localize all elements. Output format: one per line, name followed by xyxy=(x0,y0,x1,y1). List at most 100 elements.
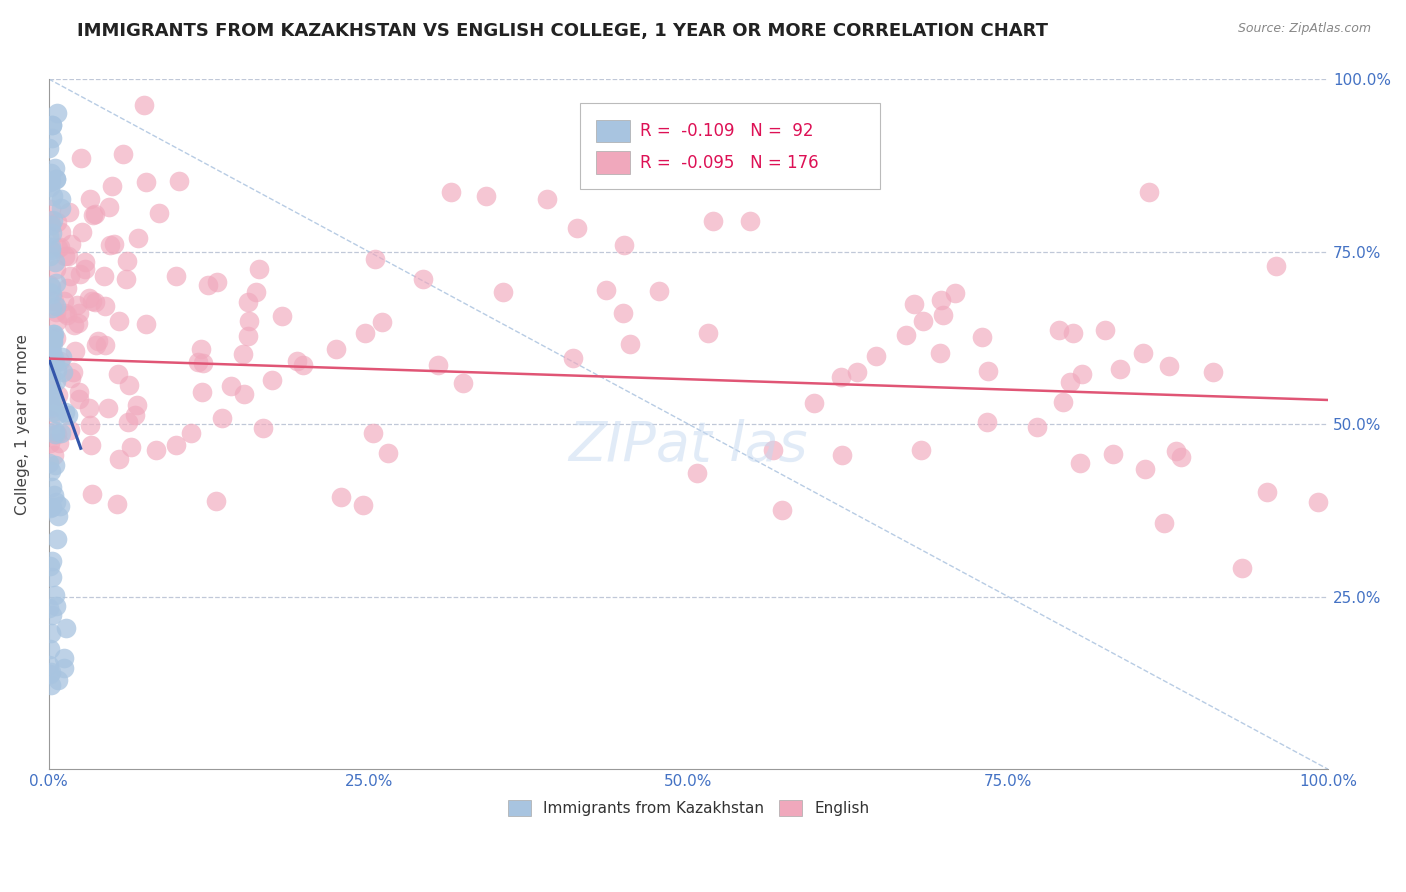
Point xyxy=(702,214,724,228)
Point xyxy=(62,318,84,332)
Point xyxy=(44,458,66,472)
Point xyxy=(232,347,254,361)
Point xyxy=(135,175,157,189)
Point xyxy=(1102,447,1125,461)
Text: R =  -0.109   N =  92: R = -0.109 N = 92 xyxy=(640,122,813,140)
Point xyxy=(41,329,63,343)
Point xyxy=(77,292,100,306)
Point xyxy=(285,354,308,368)
Point xyxy=(70,225,93,239)
Point xyxy=(453,376,475,390)
Point xyxy=(77,401,100,415)
Point xyxy=(1201,365,1223,379)
Point xyxy=(46,362,69,376)
Point xyxy=(46,313,69,327)
Point xyxy=(45,261,67,276)
Point xyxy=(41,326,63,341)
Point xyxy=(39,559,62,574)
Point xyxy=(1132,345,1154,359)
Point xyxy=(38,179,60,194)
Point xyxy=(84,295,107,310)
Point xyxy=(238,313,260,327)
Point xyxy=(41,392,63,407)
Point xyxy=(41,500,63,514)
Point xyxy=(66,298,89,312)
Point xyxy=(41,202,63,216)
Point xyxy=(412,272,434,286)
Point xyxy=(39,280,62,294)
Point xyxy=(41,333,63,347)
Point xyxy=(39,386,62,401)
Point xyxy=(364,252,387,266)
Point xyxy=(58,408,80,422)
Point xyxy=(536,192,558,206)
Point xyxy=(39,401,62,415)
Point xyxy=(49,192,72,206)
Text: ZIPat las: ZIPat las xyxy=(568,418,808,471)
Point xyxy=(1230,561,1253,575)
Point xyxy=(41,345,63,359)
Point xyxy=(39,412,62,426)
Point xyxy=(932,308,955,322)
Point xyxy=(118,377,141,392)
Point xyxy=(1052,394,1074,409)
Point xyxy=(39,338,62,352)
Point xyxy=(83,207,105,221)
Point xyxy=(39,642,62,657)
Point xyxy=(39,435,62,450)
Point xyxy=(39,626,62,640)
Point xyxy=(38,141,60,155)
Point xyxy=(619,337,641,351)
Point xyxy=(762,442,785,457)
Point xyxy=(117,415,139,429)
Point xyxy=(686,466,709,480)
Point xyxy=(42,488,65,502)
Point xyxy=(108,452,131,467)
Point xyxy=(648,284,671,298)
Point xyxy=(1059,375,1081,389)
Point xyxy=(191,385,214,400)
Y-axis label: College, 1 year or more: College, 1 year or more xyxy=(15,334,30,515)
Point xyxy=(41,118,63,132)
Point xyxy=(291,358,314,372)
Point xyxy=(352,499,374,513)
Point xyxy=(52,293,75,308)
Point xyxy=(1157,359,1180,373)
Point xyxy=(39,678,62,692)
Point xyxy=(41,357,63,371)
Point xyxy=(41,554,63,568)
Point xyxy=(354,326,377,341)
Point xyxy=(46,240,69,254)
Point xyxy=(38,658,60,673)
Point xyxy=(55,249,77,263)
Point xyxy=(51,225,73,239)
Point xyxy=(44,255,66,269)
Point xyxy=(41,301,63,316)
Point xyxy=(42,405,65,419)
Point xyxy=(42,213,65,227)
Point xyxy=(46,673,69,687)
Point xyxy=(41,332,63,346)
Point xyxy=(44,426,66,441)
Point xyxy=(1166,444,1188,458)
Point xyxy=(39,176,62,190)
Point xyxy=(55,281,77,295)
Point xyxy=(120,440,142,454)
Point xyxy=(80,438,103,452)
Text: R =  -0.095   N = 176: R = -0.095 N = 176 xyxy=(640,153,818,171)
Point xyxy=(58,423,80,437)
Point xyxy=(896,328,918,343)
Point xyxy=(67,385,90,400)
Point xyxy=(69,267,91,281)
Point xyxy=(1264,260,1286,274)
Point xyxy=(59,268,82,283)
Point xyxy=(38,500,60,514)
Point xyxy=(115,254,138,268)
Point xyxy=(48,354,70,368)
Point xyxy=(41,480,63,494)
Point xyxy=(219,379,242,393)
Point xyxy=(325,342,347,356)
Point xyxy=(976,364,998,378)
Point xyxy=(39,250,62,264)
Point xyxy=(45,171,67,186)
